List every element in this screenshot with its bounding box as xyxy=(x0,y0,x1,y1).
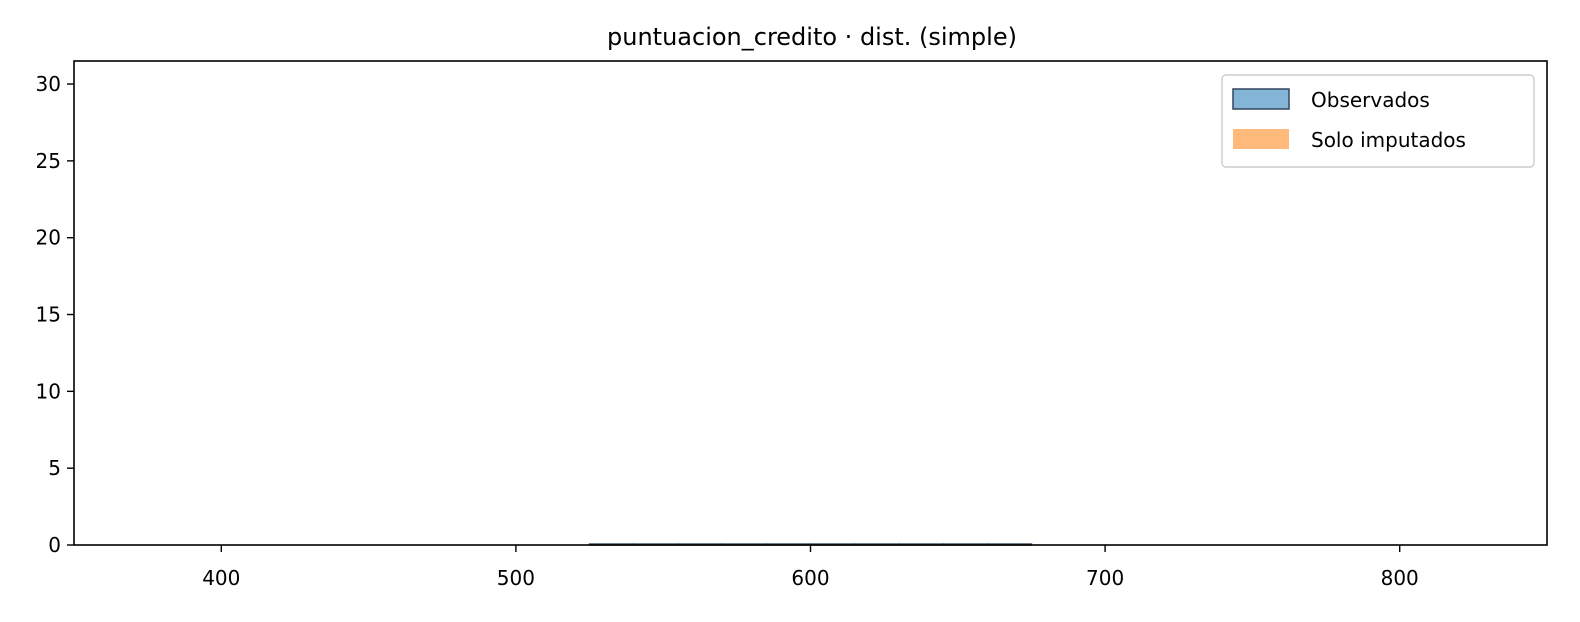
x-tick-label: 600 xyxy=(791,566,829,590)
y-tick-label: 30 xyxy=(36,72,61,96)
chart-title: puntuacion_credito · dist. (simple) xyxy=(607,23,1017,51)
y-tick-label: 0 xyxy=(48,533,61,557)
legend-swatch-solo-imputados xyxy=(1233,129,1289,149)
legend: Observados Solo imputados xyxy=(1221,74,1535,168)
y-tick-label: 15 xyxy=(36,303,61,327)
legend-label-observados: Observados xyxy=(1311,88,1430,112)
y-tick-label: 10 xyxy=(36,379,61,403)
y-tick-label: 25 xyxy=(36,149,61,173)
x-tick-label: 800 xyxy=(1381,566,1419,590)
x-tick-label: 700 xyxy=(1086,566,1124,590)
legend-label-solo-imputados: Solo imputados xyxy=(1311,128,1466,152)
legend-swatch-observados xyxy=(1232,88,1290,110)
y-tick-label: 5 xyxy=(48,456,61,480)
y-tick-label: 20 xyxy=(36,226,61,250)
x-tick-label: 400 xyxy=(202,566,240,590)
axes-layer: 400 500 600 700 800 0 5 10 15 20 25 30 xyxy=(36,60,1548,590)
legend-box xyxy=(1221,74,1535,168)
x-tick-label: 500 xyxy=(497,566,535,590)
